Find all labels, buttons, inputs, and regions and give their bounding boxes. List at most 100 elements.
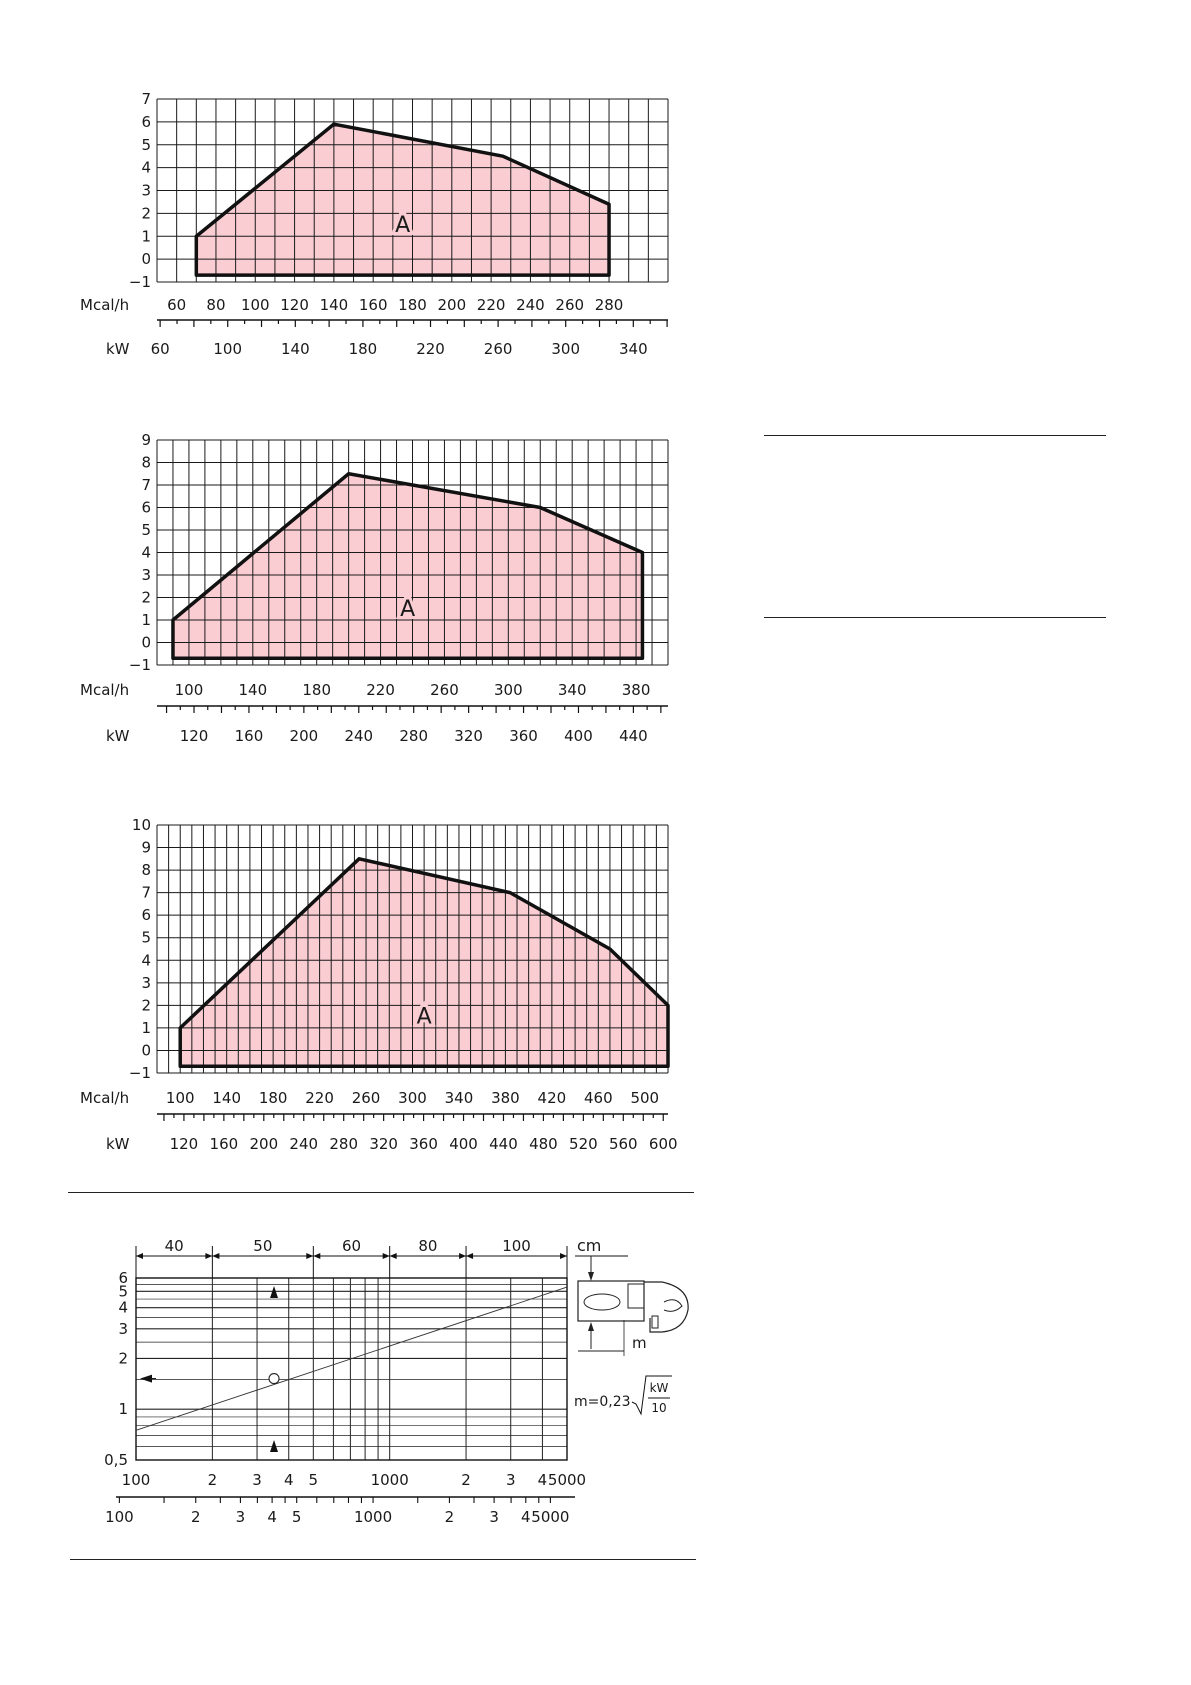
kw-tick-label: 200 [290,727,319,745]
divider-right-top [764,435,1106,436]
burner-housing [644,1281,689,1333]
y-tick-label: 2 [141,589,151,607]
log-y-tick-label: 3 [118,1320,128,1338]
arrow-up-bottom [270,1440,279,1452]
mcal-tick-label: 380 [622,681,651,699]
y-tick-label: 4 [141,951,151,969]
y-tick-label: 5 [141,929,151,947]
log-x-tick-label: 2 [208,1471,218,1489]
dimension-label: 60 [342,1237,361,1255]
divider-section [68,1192,694,1193]
burner-fan-blade [663,1299,683,1312]
formula-numerator: kW [650,1381,669,1395]
dimension-arrow-left [389,1253,397,1259]
y-tick-label: 2 [141,996,151,1014]
kw-tick-label: 240 [289,1135,318,1153]
mcal-tick-label: 260 [555,296,584,314]
mcal-tick-label: 180 [259,1089,288,1107]
kw-tick-label: 600 [649,1135,678,1153]
y-tick-label: 6 [141,499,151,517]
kw-tick-label: 320 [454,727,483,745]
dimension-arrow-right [382,1253,390,1259]
firing-rate-chart-1: A −1 0 1 2 3 4 5 6 7 60 80 100 120 140 160 180 200 220 240 2… [80,90,669,358]
log-y-tick-label: 2 [118,1349,128,1367]
mcal-axis-label: Mcal/h [80,296,129,314]
mcal-tick-label: 220 [305,1089,334,1107]
burner-dimension-label: m [632,1334,647,1352]
mcal-tick-label: 280 [595,296,624,314]
dimension-arrow-left [136,1253,143,1259]
y-tick-label: 10 [132,816,151,834]
kw-tick-label: 320 [369,1135,398,1153]
log-x-tick-label: 2 [461,1471,471,1489]
y-tick-label: 1 [141,227,151,245]
dimension-arrow-right [306,1253,314,1259]
kw-tick-label: 160 [235,727,264,745]
y-tick-label: −1 [129,1064,151,1082]
mcal-tick-label: 300 [398,1089,427,1107]
dimension-arrow-right [560,1253,567,1259]
y-tick-label: 2 [141,204,151,222]
kw-tick-label: 200 [249,1135,278,1153]
kw-tick-label: 400 [564,727,593,745]
y-tick-label: 9 [141,431,151,449]
burner-nozzle [651,1315,659,1329]
kw-tick-label: 180 [349,340,378,358]
dimension-label: 40 [165,1237,184,1255]
arrow-left [140,1374,152,1383]
y-tick-label: 9 [141,839,151,857]
log-x-tick-label: 4 [538,1471,548,1489]
divider-right-bottom [764,617,1106,618]
log-x2-tick-label: 1000 [354,1508,392,1526]
mcal-tick-label: 200 [437,296,466,314]
kw-tick-label: 60 [151,340,170,358]
y-tick-label: 6 [141,906,151,924]
mcal-tick-label: 180 [398,296,427,314]
kw-tick-label: 560 [609,1135,638,1153]
y-tick-label: 0 [141,250,151,268]
dimension-arrow-right [205,1253,213,1259]
kw-tick-label: 120 [180,727,209,745]
mcal-tick-label: 240 [516,296,545,314]
dimension-arrow-left [466,1253,474,1259]
y-tick-label: 4 [141,544,151,562]
kw-tick-label: 140 [281,340,310,358]
y-tick-label: 3 [141,182,151,200]
mcal-tick-label: 260 [352,1089,381,1107]
y-tick-label: 5 [141,521,151,539]
log-x2-tick-label: 2 [191,1508,201,1526]
burner-head [627,1283,645,1309]
kw-tick-label: 360 [409,1135,438,1153]
kw-tick-label: 120 [170,1135,199,1153]
y-tick-label: 4 [141,159,151,177]
mcal-tick-label: 160 [359,296,388,314]
mcal-tick-label: 420 [538,1089,567,1107]
area-outline [171,472,645,660]
burner-diagram: m [577,1256,689,1356]
mcal-tick-label: 380 [491,1089,520,1107]
mcal-tick-label: 120 [280,296,309,314]
log-y-tick-label: 6 [118,1269,128,1287]
kw-tick-label: 240 [344,727,373,745]
formula-denominator: 10 [651,1401,666,1415]
divider-bottom [70,1559,696,1560]
y-tick-label: 8 [141,454,151,472]
log-x-tick-label: 3 [506,1471,516,1489]
area-fill [196,124,610,276]
kw-tick-label: 440 [489,1135,518,1153]
log-y-tick-label: 5 [118,1282,128,1300]
flame-shape [583,1293,621,1311]
kw-tick-label: 100 [213,340,242,358]
y-tick-label: 7 [141,476,151,494]
kw-tick-label: 280 [399,727,428,745]
dimension-arrow-left [313,1253,321,1259]
area-outline [194,122,611,277]
dim-arrowhead-top [588,1272,594,1281]
area-fill [172,473,643,659]
log-y-tick-label: 0,5 [104,1451,128,1469]
kw-tick-label: 340 [619,340,648,358]
kw-tick-label: 260 [484,340,513,358]
mcal-tick-label: 180 [302,681,331,699]
